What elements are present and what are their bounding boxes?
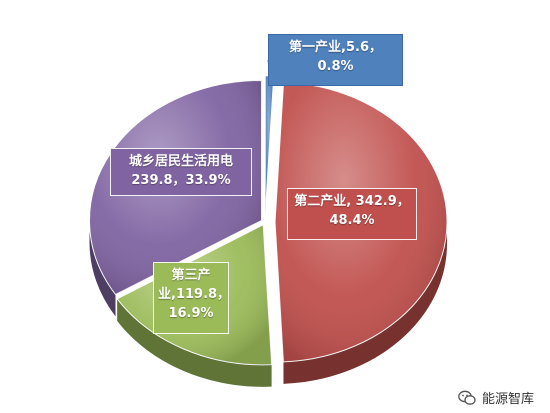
pie-slice-side bbox=[117, 298, 272, 387]
data-label-text: 239.8，33.9% bbox=[131, 173, 231, 188]
pie-slice-highlight bbox=[265, 75, 274, 216]
data-label-text: 48.4% bbox=[329, 213, 375, 228]
data-label-primary-industry: 第一产业,5.6， 0.8% bbox=[268, 34, 403, 86]
data-label-text: 0.8% bbox=[317, 59, 354, 74]
data-label-residential: 城乡居民生活用电 239.8，33.9% bbox=[110, 148, 252, 196]
pie-slice-side bbox=[283, 222, 448, 384]
wechat-icon bbox=[458, 390, 476, 405]
pie-slice-side bbox=[89, 220, 116, 317]
pie-sides bbox=[89, 220, 448, 387]
data-label-text: 16.9% bbox=[168, 306, 214, 321]
watermark: 能源智库 bbox=[458, 388, 534, 407]
data-label-text: 城乡居民生活用电 bbox=[128, 154, 233, 169]
data-label-text: 业,119.8， bbox=[158, 287, 231, 302]
watermark-text: 能源智库 bbox=[481, 392, 534, 407]
data-label-text: 第一产业,5.6， bbox=[289, 40, 382, 55]
data-label-secondary-industry: 第二产业, 342.9， 48.4% bbox=[287, 188, 417, 240]
data-label-tertiary-industry: 第三产 业,119.8， 16.9% bbox=[153, 262, 231, 334]
data-label-text: 第三产 bbox=[171, 268, 211, 283]
data-label-text: 第二产业, 342.9， bbox=[294, 194, 410, 209]
